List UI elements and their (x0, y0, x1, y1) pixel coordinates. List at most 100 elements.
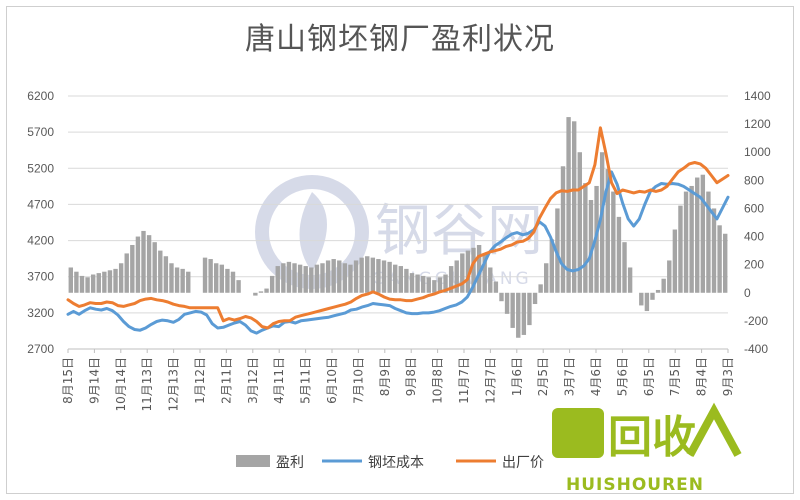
profit-bar (426, 277, 431, 293)
profit-bar (186, 271, 191, 293)
profit-bar (264, 288, 269, 293)
profit-bar (107, 270, 113, 293)
x-tick-label: 10月8日 (431, 357, 445, 404)
profit-bar (706, 191, 711, 293)
profit-bar (588, 200, 594, 293)
profit-bar (655, 289, 661, 293)
price-line (66, 126, 730, 330)
profit-bar (292, 263, 297, 293)
right-tick-label: -200 (744, 314, 768, 328)
profit-bar (627, 267, 633, 293)
profit-bar (314, 264, 320, 293)
profit-bar (118, 263, 124, 293)
profit-bar (174, 267, 180, 293)
profit-bar (359, 257, 364, 293)
x-tick-label: 3月7日 (563, 357, 577, 396)
profit-bar (560, 166, 566, 293)
profit-bar (661, 278, 666, 293)
profit-bar (331, 259, 336, 293)
profit-bar (130, 244, 135, 293)
profit-bar (465, 250, 471, 293)
profit-bar (202, 257, 208, 293)
profit-bar (214, 263, 219, 293)
profit-bar (370, 257, 376, 293)
profit-bar (113, 268, 118, 293)
profit-bar (68, 267, 73, 293)
left-tick-label: 6200 (27, 89, 54, 103)
profit-bar (135, 236, 141, 293)
profit-bar (672, 229, 678, 293)
profit-bar (599, 152, 605, 293)
x-tick-label: 2月11日 (219, 357, 233, 404)
profit-bar (616, 216, 622, 293)
profit-bar (532, 292, 538, 305)
profit-bar (695, 177, 700, 293)
x-tick-label: 7月5日 (668, 357, 682, 396)
profit-bar (437, 277, 443, 293)
legend-label-price: 出厂价 (502, 455, 544, 471)
x-tick-label: 8月4日 (695, 357, 709, 396)
profit-bar (365, 256, 370, 293)
profit-bar (303, 266, 308, 293)
profit-bar (689, 185, 694, 293)
x-tick-label: 9月14日 (87, 357, 101, 404)
profit-bar (549, 239, 555, 293)
profit-bar (325, 260, 331, 293)
profit-bars (68, 117, 728, 338)
profit-bar (493, 281, 499, 293)
left-tick-label: 5700 (27, 125, 54, 139)
profit-bar (583, 183, 588, 293)
profit-bar (683, 191, 689, 293)
x-tick-label: 1月6日 (510, 357, 524, 396)
profit-bar (376, 259, 381, 293)
profit-bar (460, 253, 465, 293)
profit-bar (644, 292, 650, 312)
right-tick-label: 1000 (744, 145, 771, 159)
x-tick-label: 11月13日 (140, 357, 154, 412)
profit-bar (158, 250, 163, 293)
profit-bar (667, 260, 672, 293)
watermark-brand: 钢谷网 (375, 199, 543, 264)
badge-chars: 回收 (608, 412, 696, 463)
profit-bar (499, 292, 504, 302)
profit-bar (521, 292, 527, 335)
profit-bar (90, 274, 96, 293)
right-tick-label: 200 (744, 258, 764, 272)
profit-bar (404, 268, 409, 293)
x-tick-label: 9月3日 (721, 357, 735, 396)
profit-bar (337, 260, 342, 293)
x-tick-label: 7月10日 (351, 357, 365, 404)
right-tick-label: 800 (744, 173, 764, 187)
right-tick-label: -400 (744, 342, 768, 356)
profit-bar (342, 263, 348, 293)
profit-bar (393, 264, 398, 293)
x-tick-label: 5月6日 (615, 357, 629, 396)
profit-bar (74, 271, 79, 293)
profit-bar (225, 268, 230, 293)
profit-bar (286, 261, 292, 293)
profit-bar (281, 263, 286, 293)
x-tick-label: 3月12日 (246, 357, 260, 404)
profit-bar (571, 121, 577, 293)
profit-bar (180, 268, 185, 293)
profit-bar (448, 266, 454, 293)
profit-bar (432, 280, 437, 293)
x-tick-label: 9月8日 (404, 357, 418, 396)
x-tick-label: 6月10日 (325, 357, 339, 404)
profit-bar (415, 274, 420, 293)
right-tick-label: 0 (744, 286, 751, 300)
profit-bar (409, 273, 415, 293)
profit-bar (219, 264, 225, 293)
right-tick-label: 1200 (744, 117, 771, 131)
profit-bar (471, 247, 476, 293)
left-axis-ticks: 2700 3200 3700 4200 4700 5200 5700 6200 (27, 89, 54, 356)
x-tick-label: 10月14日 (114, 357, 128, 412)
profit-bar (348, 264, 353, 293)
profit-bar (555, 208, 560, 293)
profit-bar (605, 169, 610, 293)
x-tick-label: 11月7日 (457, 357, 471, 404)
profit-bar (297, 264, 303, 293)
profit-bar (124, 253, 129, 293)
profit-bar (443, 274, 448, 293)
profit-bar (577, 152, 582, 293)
